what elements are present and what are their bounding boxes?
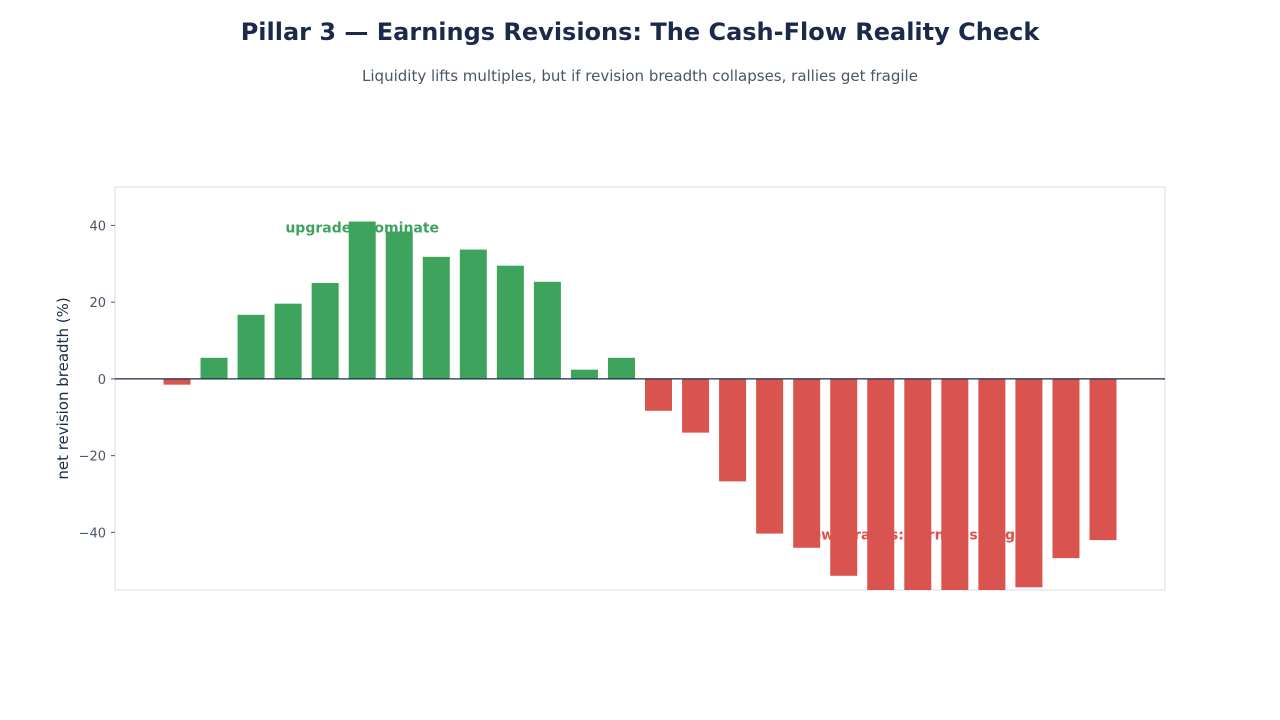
bar-19 (867, 378, 895, 590)
bar-2 (237, 314, 265, 379)
bar-20 (904, 378, 932, 590)
bar-25 (1089, 378, 1117, 541)
chart-title: Pillar 3 — Earnings Revisions: The Cash-… (240, 18, 1040, 46)
bar-23 (1015, 378, 1043, 588)
bar-17 (793, 378, 821, 548)
bar-0 (163, 378, 191, 385)
bar-24 (1052, 378, 1080, 559)
annotation-1: downgrades: earnings fragile (801, 527, 1034, 543)
bar-11 (570, 369, 598, 379)
bar-8 (459, 249, 487, 379)
chart-subtitle: Liquidity lifts multiples, but if revisi… (362, 67, 918, 85)
bar-6 (385, 231, 413, 379)
bar-3 (274, 303, 302, 379)
y-axis-ticks: 40 20 0 −20 −40 (79, 219, 115, 541)
y-axis-label: net revision breadth (%) (54, 297, 72, 479)
bar-12 (607, 357, 635, 379)
bars-group (163, 221, 1117, 590)
bar-7 (422, 256, 450, 379)
y-tick-label: 20 (89, 296, 106, 311)
annotations-group: upgrades dominate downgrades: earnings fr… (285, 220, 1034, 543)
bar-14 (682, 378, 710, 433)
bar-1 (200, 357, 228, 379)
bar-9 (496, 265, 524, 379)
bar-22 (978, 378, 1006, 590)
y-tick-label: −20 (79, 450, 106, 465)
annotation-0: upgrades dominate (285, 220, 439, 236)
bar-21 (941, 378, 969, 590)
bar-18 (830, 378, 858, 576)
y-tick-label: 0 (98, 373, 106, 388)
bar-4 (311, 282, 339, 379)
y-tick-label: 40 (89, 219, 106, 234)
bar-13 (645, 378, 673, 411)
y-tick-label: −40 (79, 526, 106, 541)
plot-frame (114, 186, 1166, 591)
bar-16 (756, 378, 784, 534)
bar-5 (348, 221, 376, 379)
bar-10 (533, 281, 561, 379)
bar-15 (719, 378, 747, 482)
